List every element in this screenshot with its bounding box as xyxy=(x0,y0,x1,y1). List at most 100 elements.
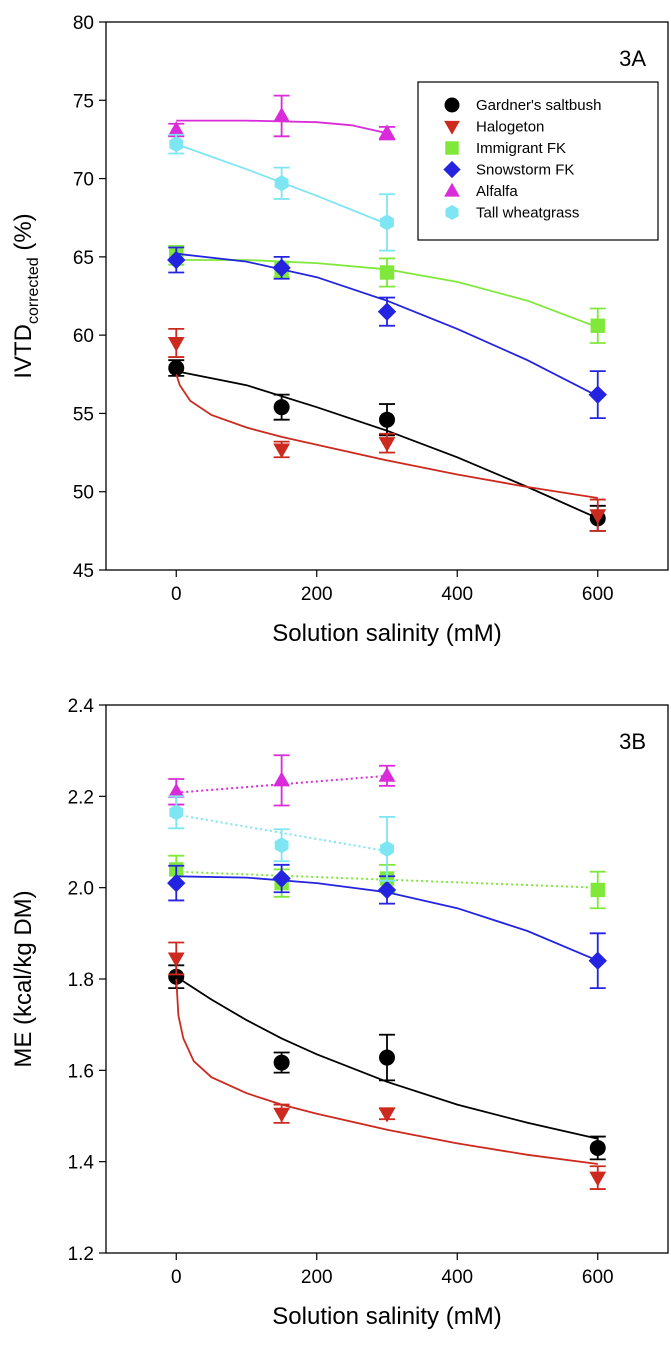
chart-3b-x-tick-label: 400 xyxy=(441,1267,473,1288)
chart-3b-series-gardner-s-saltbush xyxy=(168,964,606,1161)
chart-3a-y-tick-label: 55 xyxy=(73,404,94,425)
chart-3a-legend-marker xyxy=(445,205,459,220)
chart-3b-x-tick-label: 600 xyxy=(582,1267,614,1288)
chart-3a-legend-label: Halogeton xyxy=(476,119,544,136)
chart-3a-series-tall-wheatgrass-point xyxy=(169,136,184,153)
chart-3a-x-tick-label: 200 xyxy=(301,584,333,605)
chart-3b-series-halogeton-point xyxy=(167,952,185,968)
chart-3a-series-snowstorm-fk xyxy=(167,246,607,420)
chart-3b-y-tick-label: 1.6 xyxy=(68,1061,94,1082)
chart-3a-legend: Gardner's saltbush Halogeton Immigrant FK S… xyxy=(417,81,659,241)
chart-3a-series-alfalfa-fit-line xyxy=(176,119,388,135)
chart-3b-series-snowstorm-fk-point xyxy=(272,869,291,888)
chart-3a-series-snowstorm-fk-point xyxy=(167,250,186,270)
chart-3b-y-tick-label: 1.8 xyxy=(68,970,94,991)
chart-3a-y-tick-label: 60 xyxy=(73,326,94,347)
chart-3b-series-halogeton-point xyxy=(378,1107,396,1123)
chart-3a-legend-label: Snowstorm FK xyxy=(476,162,574,179)
chart-3a-legend-item-immigrant-fk: Immigrant FK xyxy=(445,140,566,157)
chart-3b-series-halogeton-fit-line xyxy=(175,978,598,1165)
chart-panel-3b: 0 200 400 600 1.2 1.4 1.6 1.8 2.0 2.2 2.4 3B Solut… xyxy=(10,696,669,1330)
chart-3a-axes: 0 200 400 600 45 50 55 60 65 70 75 80 xyxy=(73,13,614,605)
chart-3b-series-snowstorm-fk-point xyxy=(377,880,397,900)
chart-3b-series-gardner-s-saltbush-point xyxy=(379,1049,395,1066)
chart-3a-series-snowstorm-fk-point xyxy=(272,258,291,278)
chart-3b-series-tall-wheatgrass xyxy=(168,795,395,882)
chart-3a-x-tick-label: 600 xyxy=(582,584,614,605)
chart-3a-y-axis-title-unit: (%) xyxy=(10,213,37,257)
chart-3b-frame xyxy=(105,704,669,1254)
chart-3a-y-tick-label: 70 xyxy=(73,170,94,191)
chart-3a-series-alfalfa-point xyxy=(378,124,396,140)
chart-3b-series-halogeton-point xyxy=(589,1171,607,1187)
chart-3a-y-tick-label: 45 xyxy=(73,561,94,582)
chart-3b-axes: 0 200 400 600 1.2 1.4 1.6 1.8 2.0 2.2 2.4 xyxy=(68,696,614,1288)
chart-3a-series-alfalfa xyxy=(167,94,396,141)
chart-3a-series-gardner-s-saltbush-point xyxy=(273,399,290,416)
chart-3b-series-halogeton-point xyxy=(273,1107,291,1123)
chart-3a-legend-item-halogeton: Halogeton xyxy=(444,119,544,136)
chart-3a-legend-item-gardner-s-saltbush: Gardner's saltbush xyxy=(444,97,601,114)
chart-3b-marks xyxy=(167,754,607,1190)
chart-3a-legend-label: Gardner's saltbush xyxy=(476,97,601,114)
chart-3a-panel-label: 3A xyxy=(619,46,646,71)
chart-3b-series-alfalfa-point xyxy=(273,771,291,787)
chart-3b-y-tick-label: 2.4 xyxy=(68,696,95,717)
chart-3a-x-tick-label: 400 xyxy=(441,584,473,605)
chart-3a-y-tick-label: 50 xyxy=(73,483,94,504)
chart-3b-y-tick-label: 2.2 xyxy=(68,787,94,808)
chart-3b-series-gardner-s-saltbush-fit-line xyxy=(175,975,598,1140)
chart-3a-series-gardner-s-saltbush-point xyxy=(168,360,185,377)
chart-3b-series-alfalfa-point xyxy=(167,782,185,798)
chart-3a-legend-label: Tall wheatgrass xyxy=(476,205,579,222)
chart-3b-x-axis-title: Solution salinity (mM) xyxy=(272,1303,501,1330)
chart-3a-legend-item-snowstorm-fk: Snowstorm FK xyxy=(443,160,574,179)
chart-3a-marks xyxy=(167,94,607,532)
chart-3a-legend-marker xyxy=(444,182,460,197)
chart-3a-series-alfalfa-point xyxy=(273,107,291,122)
chart-3a-legend-marker xyxy=(443,160,461,179)
chart-3b-series-snowstorm-fk xyxy=(167,863,607,990)
chart-3a-y-axis-title: IVTDcorrected (%) xyxy=(10,213,42,378)
chart-3a-series-tall-wheatgrass xyxy=(168,133,395,252)
chart-3a-legend-marker xyxy=(444,97,460,113)
chart-3b-x-tick-label: 200 xyxy=(301,1267,333,1288)
chart-3b-series-halogeton xyxy=(167,941,607,1190)
chart-3b-y-tick-label: 1.2 xyxy=(68,1244,94,1265)
chart-3a-series-snowstorm-fk-point xyxy=(377,302,397,321)
chart-3a-series-immigrant-fk-point xyxy=(379,265,395,280)
chart-3a-series-halogeton-point xyxy=(273,443,291,459)
chart-3a-legend-marker xyxy=(445,141,459,155)
chart-3b-series-immigrant-fk-point xyxy=(590,882,605,898)
chart-3b-y-tick-label: 1.4 xyxy=(68,1153,95,1174)
chart-3a-x-axis-title: Solution salinity (mM) xyxy=(272,620,501,647)
chart-3a-series-gardner-s-saltbush-point xyxy=(379,411,395,428)
chart-3b-y-tick-label: 2.0 xyxy=(68,879,94,900)
chart-3a-series-halogeton-point xyxy=(589,509,607,524)
chart-3a-legend-label: Immigrant FK xyxy=(476,140,566,157)
chart-3b-series-snowstorm-fk-point xyxy=(167,873,186,893)
chart-3a-legend-item-alfalfa: Alfalfa xyxy=(444,182,518,200)
chart-3a-y-tick-label: 65 xyxy=(73,248,94,269)
chart-3a-series-halogeton-fit-line xyxy=(175,374,598,499)
chart-3a-series-tall-wheatgrass-point xyxy=(274,175,289,192)
chart-3a-series-halogeton-point xyxy=(378,437,396,452)
chart-3b-panel-label: 3B xyxy=(619,729,646,754)
chart-3b-series-tall-wheatgrass-point xyxy=(274,837,289,854)
chart-3a-x-tick-label: 0 xyxy=(171,584,182,605)
chart-3b-series-alfalfa-point xyxy=(378,766,396,782)
chart-3a-legend-label: Alfalfa xyxy=(476,183,518,200)
chart-3a-y-tick-label: 80 xyxy=(73,13,94,34)
chart-3b-series-gardner-s-saltbush-point xyxy=(273,1054,290,1071)
chart-3b-x-tick-label: 0 xyxy=(171,1267,182,1288)
chart-3b-series-snowstorm-fk-point xyxy=(588,951,607,970)
chart-3b-series-tall-wheatgrass-point xyxy=(380,840,394,857)
chart-3a-y-axis-title-sub: corrected xyxy=(25,257,42,324)
chart-3a-series-halogeton-point xyxy=(167,336,185,352)
chart-3a-legend-marker xyxy=(444,120,460,135)
chart-3a-series-immigrant-fk-point xyxy=(590,318,605,333)
chart-3a-series-halogeton xyxy=(167,327,607,532)
chart-3a-y-axis-title-main: IVTD xyxy=(10,324,37,379)
chart-3a-series-alfalfa-point xyxy=(167,121,185,137)
